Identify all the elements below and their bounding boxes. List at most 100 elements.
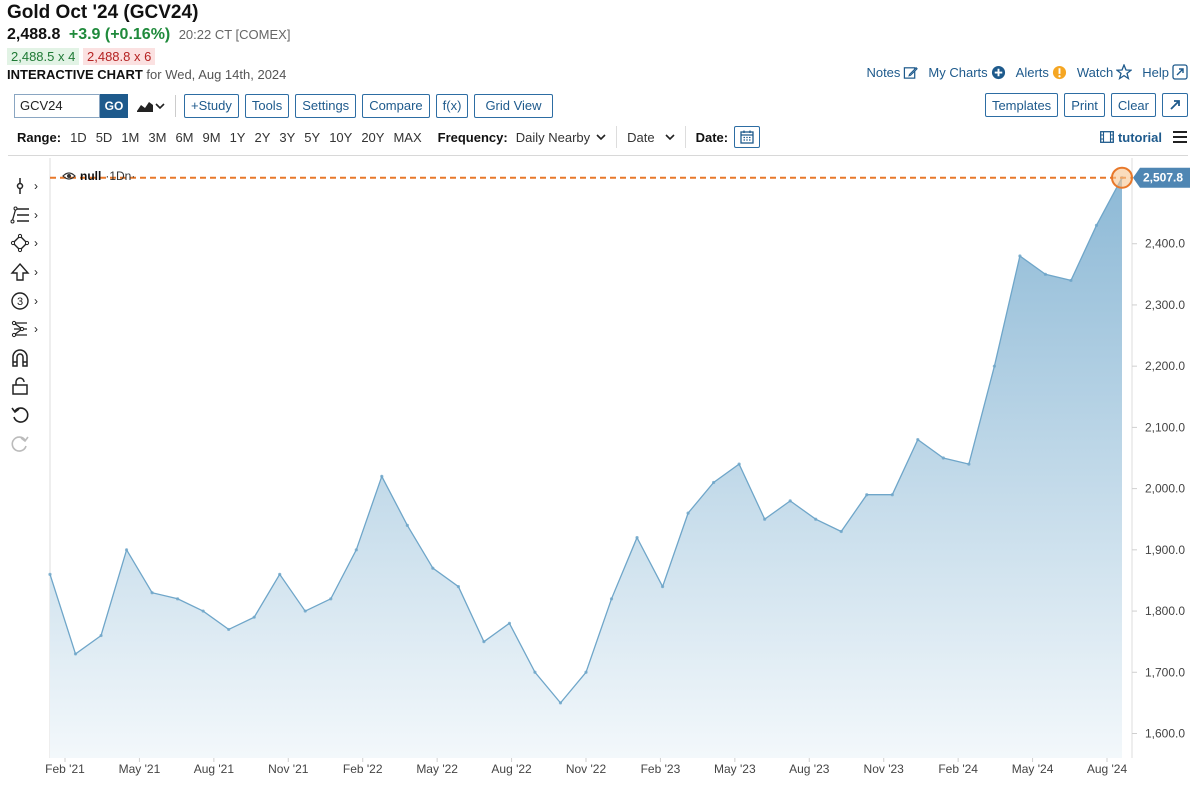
study-button[interactable]: +Study [184,93,239,118]
watch-link[interactable]: Watch [1077,64,1133,80]
range-options: 1D 5D 1M 3M 6M 9M 1Y 2Y 3Y 5Y 10Y 20Y MAX [61,130,422,145]
price-point [814,517,818,521]
range-option[interactable]: 1D [70,129,87,145]
numbered-marker-tool-icon: 3 [11,291,29,310]
chart-heading: INTERACTIVE CHART for Wed, Aug 14th, 202… [7,67,286,82]
price-chart[interactable]: barchart 1,600.01,700.01,800.01,900.02,0… [0,158,1200,795]
chevron-right-icon: › [34,293,38,308]
help-label: Help [1142,64,1169,80]
range-option[interactable]: 6M [175,129,194,145]
popout-icon [1170,100,1180,110]
x-tick-label: Nov '23 [864,762,905,776]
price-point [303,609,307,613]
redo-icon [11,435,29,452]
settings-button[interactable]: Settings [295,93,357,118]
tool-arrows[interactable]: › [10,258,46,287]
price-point [99,633,103,638]
tool-annotation[interactable]: 3 › [10,286,46,315]
range-option[interactable]: 3Y [279,129,296,145]
tool-patterns[interactable]: › [10,315,46,344]
symbol-input[interactable]: GCV24 [14,93,100,118]
y-axis: 1,600.0 1,700.0 1,800.0 1,900.0 2,000.0 2,100… [1132,237,1185,741]
chevron-right-icon: › [34,179,38,194]
range-option[interactable]: 9M [202,129,221,145]
tool-undo[interactable] [10,401,46,430]
price-point [558,701,563,705]
x-axis-mode-value: Date [627,129,655,145]
range-option[interactable]: 1Y [229,129,246,145]
price-point [456,584,460,589]
x-tick-label: Feb '22 [343,762,383,776]
x-tick-label: Aug '24 [1087,762,1128,776]
star-icon [1116,64,1133,80]
chevron-down-icon [155,102,165,109]
templates-button[interactable]: Templates [984,93,1059,117]
print-button[interactable]: Print [1064,93,1105,117]
date-picker-button[interactable] [734,126,761,148]
last-price-label: 2,507.8 [1143,171,1183,185]
chart-heading-label: INTERACTIVE CHART [7,67,143,82]
x-tick-label: May '22 [416,762,458,776]
price-point [533,670,537,674]
clear-button[interactable]: Clear [1110,93,1156,117]
bid-quote: 2,488.5 x 4 [7,48,80,65]
top-links: Notes My Charts Alerts Watch Help [866,64,1188,80]
svg-text:3: 3 [17,296,23,308]
tool-crosshair[interactable]: › [10,172,46,201]
x-axis-mode-select[interactable]: Date [627,129,675,145]
popout-button[interactable] [1162,93,1188,117]
tool-fibonacci[interactable]: › [10,201,46,230]
last-price-marker: 2,507.8 [50,166,1190,189]
range-option[interactable]: 1M [121,129,140,145]
tool-shapes[interactable]: › [10,229,46,258]
film-icon [1099,131,1114,143]
grid-view-button[interactable]: Grid View [474,93,553,118]
notes-link[interactable]: Notes [866,65,919,80]
tools-button[interactable]: Tools [244,93,290,118]
function-button[interactable]: f(x) [435,93,469,118]
range-option[interactable]: 2Y [254,129,271,145]
last-price: 2,488.8 [7,26,61,43]
tutorial-link[interactable]: tutorial [1099,130,1162,145]
magnet-icon [12,349,28,367]
tool-lock[interactable] [10,372,46,401]
area-chart-icon [137,101,153,112]
price-point [150,591,154,595]
toolbar: GCV24 GO +Study Tools Settings Compare f… [14,93,553,118]
divider [684,126,686,148]
compare-button[interactable]: Compare [362,93,430,118]
y-tick-label: 1,800.0 [1145,604,1185,618]
frequency-select[interactable]: Daily Nearby [516,130,606,145]
ask-quote: 2,488.8 x 6 [83,48,156,65]
menu-button[interactable] [1172,130,1188,144]
price-area-series [48,176,1124,758]
price-point [763,517,767,521]
x-tick-label: Aug '21 [194,762,235,776]
series-legend[interactable]: null ·1Dn· [62,169,135,183]
range-option[interactable]: 5Y [304,129,321,145]
tool-magnet[interactable] [10,344,46,373]
x-tick-label: Feb '23 [641,762,681,776]
help-link[interactable]: Help [1142,64,1188,80]
price-point [916,438,920,442]
range-option[interactable]: 10Y [329,129,353,145]
price-point [609,597,614,601]
instrument-title: Gold Oct '24 (GCV24) [7,2,199,23]
alerts-link[interactable]: Alerts [1016,65,1067,80]
date-label: Date: [695,129,729,145]
my-charts-link[interactable]: My Charts [928,65,1005,80]
tool-redo[interactable] [10,429,46,458]
range-option[interactable]: 5D [95,129,113,145]
range-option[interactable]: 20Y [361,129,385,145]
y-tick-label: 2,200.0 [1145,359,1185,373]
go-button[interactable]: GO [100,93,128,118]
price-point [737,462,741,466]
range-option[interactable]: MAX [393,129,422,145]
chart-type-dropdown[interactable] [136,99,165,113]
expand-icon [1172,64,1188,80]
price-point [48,572,52,576]
price-point [1069,278,1073,283]
y-tick-label: 2,400.0 [1145,237,1185,251]
range-option[interactable]: 3M [148,129,167,145]
price-point [865,493,869,497]
